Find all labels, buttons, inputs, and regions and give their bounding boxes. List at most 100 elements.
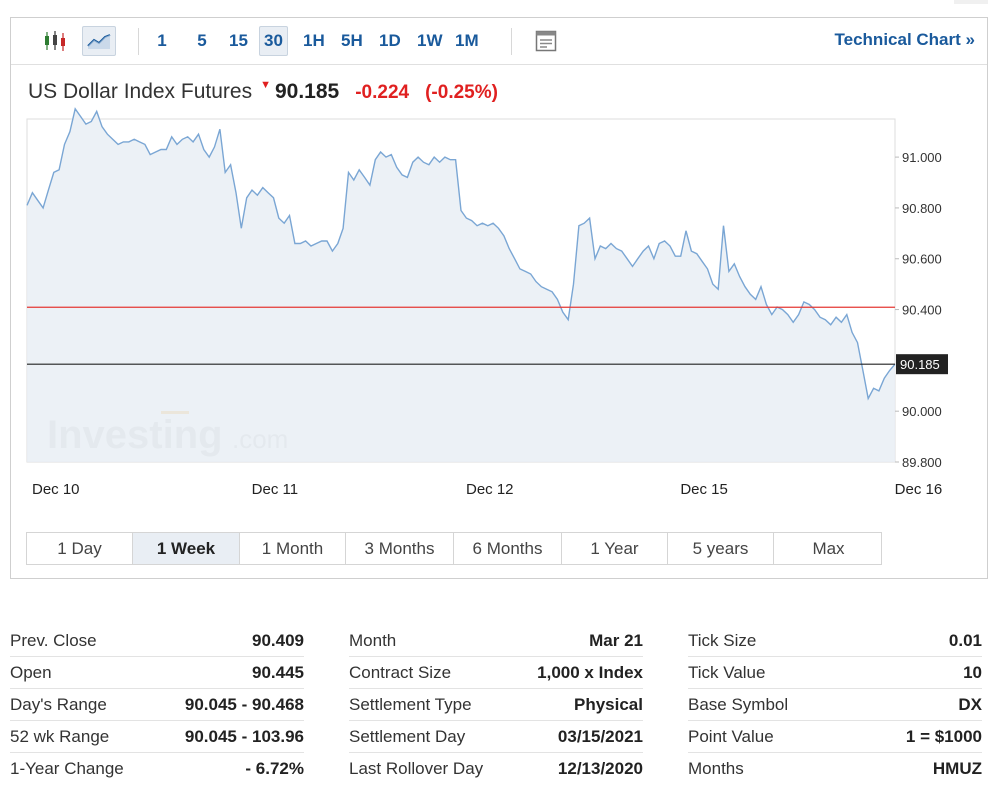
stat-value: 03/15/2021 <box>557 726 643 746</box>
stat-row: Settlement Day 03/15/2021 <box>349 721 643 753</box>
stat-row: Open 90.445 <box>10 657 304 689</box>
y-tick-label: 89.800 <box>902 455 942 470</box>
stat-value: 10 <box>963 662 982 682</box>
stat-value: 1,000 x Index <box>537 662 643 682</box>
stat-row: Months HMUZ <box>688 753 982 785</box>
stat-row: Contract Size 1,000 x Index <box>349 657 643 689</box>
stat-value: Mar 21 <box>589 630 643 650</box>
range-tab-max[interactable]: Max <box>812 538 845 558</box>
stat-label: Contract Size <box>349 662 452 682</box>
technical-chart-link[interactable]: Technical Chart » <box>835 30 975 50</box>
stat-value: 12/13/2020 <box>557 759 643 778</box>
timeframe-1d-button[interactable]: 1D <box>379 31 401 50</box>
stat-row: Month Mar 21 <box>349 625 643 657</box>
price-change: -0.224 <box>355 82 410 103</box>
stat-label: Last Rollover Day <box>349 759 484 778</box>
price-area-fill <box>27 108 895 463</box>
stats-column-2: Month Mar 21 Contract Size 1,000 x Index Set… <box>349 625 643 785</box>
stat-label: Day's Range <box>10 694 107 714</box>
instrument-header: US Dollar Index Futures ▼ 90.185 -0.224 … <box>28 79 498 106</box>
stat-value: 0.01 <box>948 630 982 650</box>
stat-label: Prev. Close <box>10 630 97 650</box>
stat-value: 90.045 - 90.468 <box>184 694 304 714</box>
y-tick-label: 90.000 <box>902 404 942 419</box>
stat-value: DX <box>958 694 982 714</box>
stat-value: 90.409 <box>252 630 304 650</box>
stat-label: Month <box>349 630 397 650</box>
stat-label: Open <box>10 662 52 682</box>
y-tick-label: 90.600 <box>902 252 942 267</box>
stat-row: Tick Value 10 <box>688 657 982 689</box>
instrument-name: US Dollar Index Futures <box>28 80 253 103</box>
x-tick-label: Dec 10 <box>32 481 80 498</box>
timeframe-15-button[interactable]: 15 <box>229 31 248 50</box>
stat-row: Day's Range 90.045 - 90.468 <box>10 689 304 721</box>
stats-column-1: Prev. Close 90.409 Open 90.445 Day's Range 90… <box>10 625 304 785</box>
timeframe-5-button[interactable]: 5 <box>197 31 207 50</box>
stat-value: 90.045 - 103.96 <box>184 726 304 746</box>
stats-column-3: Tick Size 0.01 Tick Value 10 Base Symbol DX Po… <box>688 625 982 785</box>
stat-value: - 6.72% <box>245 759 304 778</box>
range-tab-1-day[interactable]: 1 Day <box>27 533 133 564</box>
range-tab-6-months[interactable]: 6 Months <box>454 533 562 564</box>
stat-value: HMUZ <box>932 759 982 778</box>
range-tab-3-months[interactable]: 3 Months <box>346 533 454 564</box>
y-tick-label: 90.800 <box>902 201 942 216</box>
toolbar-divider <box>511 28 512 55</box>
last-price: 90.185 <box>274 80 340 103</box>
down-arrow-icon: ▼ <box>260 79 271 91</box>
stat-row: Tick Size 0.01 <box>688 625 982 657</box>
chart-toolbar: 1 5 15 30 1H 5H 1D 1W 1M Technical Chart » <box>11 18 987 65</box>
stat-row: Settlement Type Physical <box>349 689 643 721</box>
range-tabs: 1 Day 1 Week 1 Month 3 Months 6 Months 1 Year… <box>26 532 882 565</box>
stat-row: Point Value 1 = $1000 <box>688 721 982 753</box>
y-tick-label: 91.000 <box>902 150 942 165</box>
range-tab-1-month[interactable]: 1 Month <box>240 533 346 564</box>
chart-settings-icon[interactable] <box>529 26 563 56</box>
price-line <box>26 107 896 401</box>
top-strip <box>0 0 1004 4</box>
x-tick-label: Dec 12 <box>466 481 514 498</box>
line-chart-icon[interactable] <box>82 26 116 56</box>
candlestick-icon[interactable] <box>38 26 72 56</box>
stat-row: Base Symbol DX <box>688 689 982 721</box>
current-price-tag-label: 90.185 <box>900 357 940 372</box>
timeframe-1w-button[interactable]: 1W <box>417 31 443 50</box>
stat-label: Settlement Day <box>349 726 466 746</box>
y-tick-label: 90.400 <box>902 303 942 318</box>
timeframe-1-button[interactable]: 1 <box>157 31 167 50</box>
top-corner-tab <box>954 0 988 4</box>
x-tick-label: Dec 11 <box>252 481 298 498</box>
stat-value: Physical <box>574 694 643 714</box>
stat-label: Settlement Type <box>349 694 472 714</box>
timeframe-30-button[interactable]: 30 <box>259 26 288 56</box>
range-tab-1-week[interactable]: 1 Week <box>133 533 240 564</box>
toolbar-divider <box>138 28 139 55</box>
stat-row: 52 wk Range 90.045 - 103.96 <box>10 721 304 753</box>
price-chart: Investing.com91.00090.80090.60090.40090.… <box>26 107 948 498</box>
timeframe-1h-button[interactable]: 1H <box>303 31 325 50</box>
range-tab-1-year[interactable]: 1 Year <box>562 533 668 564</box>
stat-label: 52 wk Range <box>10 726 110 746</box>
timeframe-5h-button[interactable]: 5H <box>341 31 363 50</box>
x-tick-label: Dec 15 <box>680 481 728 498</box>
range-tab-5-years[interactable]: 5 years <box>668 533 774 564</box>
x-tick-label: Dec 16 <box>895 481 943 498</box>
stat-row: 1-Year Change - 6.72% <box>10 753 304 785</box>
stat-label: Months <box>688 759 744 778</box>
stat-value: 1 = $1000 <box>905 726 982 746</box>
chart-widget: 1 5 15 30 1H 5H 1D 1W 1M Technical Chart » US Do… <box>10 17 988 579</box>
stat-label: Tick Value <box>688 662 766 682</box>
stat-label: Point Value <box>688 726 774 746</box>
stat-label: 1-Year Change <box>10 759 124 778</box>
stat-value: 90.445 <box>252 662 304 682</box>
stat-label: Base Symbol <box>688 694 789 714</box>
stat-row: Prev. Close 90.409 <box>10 625 304 657</box>
double-chevron-right-icon: » <box>965 30 975 49</box>
current-price-tag <box>896 354 948 375</box>
timeframe-1m-button[interactable]: 1M <box>455 31 479 50</box>
price-change-percent: (-0.25%) <box>425 82 498 103</box>
stat-label: Tick Size <box>688 630 757 650</box>
stat-row: Last Rollover Day 12/13/2020 <box>349 753 643 785</box>
technical-chart-label: Technical Chart <box>834 30 961 49</box>
